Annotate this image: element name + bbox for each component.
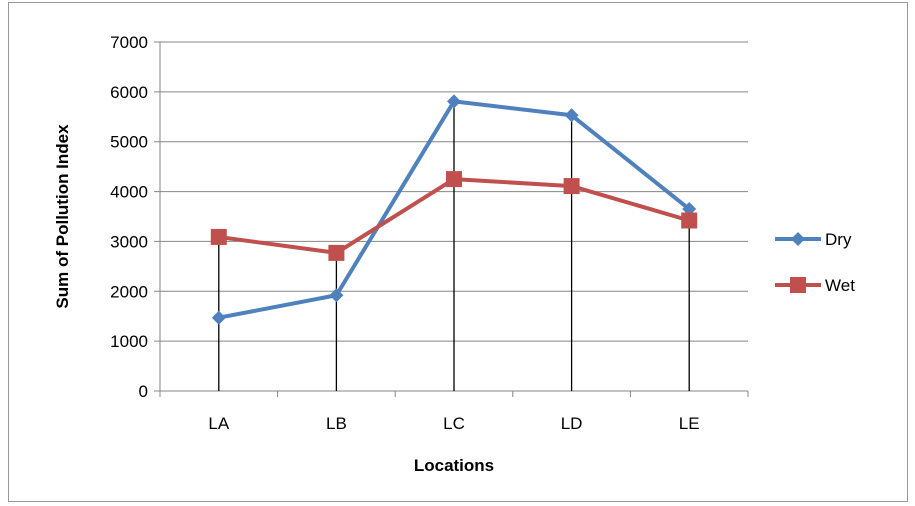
y-tick-label: 2000 <box>110 282 148 301</box>
y-tick-label: 0 <box>139 382 148 401</box>
y-tick-label: 3000 <box>110 232 148 251</box>
y-tick-label: 7000 <box>110 33 148 52</box>
legend-item-wet: Wet <box>775 276 855 295</box>
series-wet <box>210 171 698 261</box>
x-tick-label-LC: LC <box>443 414 465 433</box>
legend-item-dry: Dry <box>775 230 852 249</box>
x-tick-label-LE: LE <box>679 414 700 433</box>
x-axis-title: Locations <box>414 456 494 475</box>
series-layer <box>210 94 698 325</box>
point-dry-LA <box>211 310 226 325</box>
x-tick-label-LD: LD <box>561 414 583 433</box>
y-tick-labels: 0 1000 2000 3000 4000 5000 6000 7000 <box>110 33 148 401</box>
point-wet-LE <box>681 212 698 229</box>
y-axis-title: Sum of Pollution Index <box>53 124 72 309</box>
legend-label-wet: Wet <box>825 276 855 295</box>
point-dry-LC <box>447 94 461 109</box>
legend-marker <box>791 232 805 246</box>
chart-frame <box>8 2 908 502</box>
gridlines <box>154 41 749 397</box>
point-wet-LB <box>328 244 345 261</box>
legend: Dry Wet <box>775 230 855 295</box>
drop-lines <box>218 101 690 391</box>
point-dry-LD <box>564 108 579 123</box>
y-tick-label: 6000 <box>110 83 148 102</box>
point-dry-LB <box>329 288 344 303</box>
legend-label-dry: Dry <box>825 230 852 249</box>
y-tick-label: 4000 <box>110 183 148 202</box>
y-tick-label: 1000 <box>110 332 148 351</box>
x-tick-label-LB: LB <box>326 414 347 433</box>
point-wet-LA <box>210 228 227 245</box>
legend-marker <box>790 277 806 293</box>
x-tick-label-LA: LA <box>208 414 229 433</box>
y-tick-label: 5000 <box>110 133 148 152</box>
x-tick-labels: LA LB LC LD LE <box>208 414 699 433</box>
point-wet-LC <box>446 171 462 188</box>
point-wet-LD <box>563 178 580 195</box>
